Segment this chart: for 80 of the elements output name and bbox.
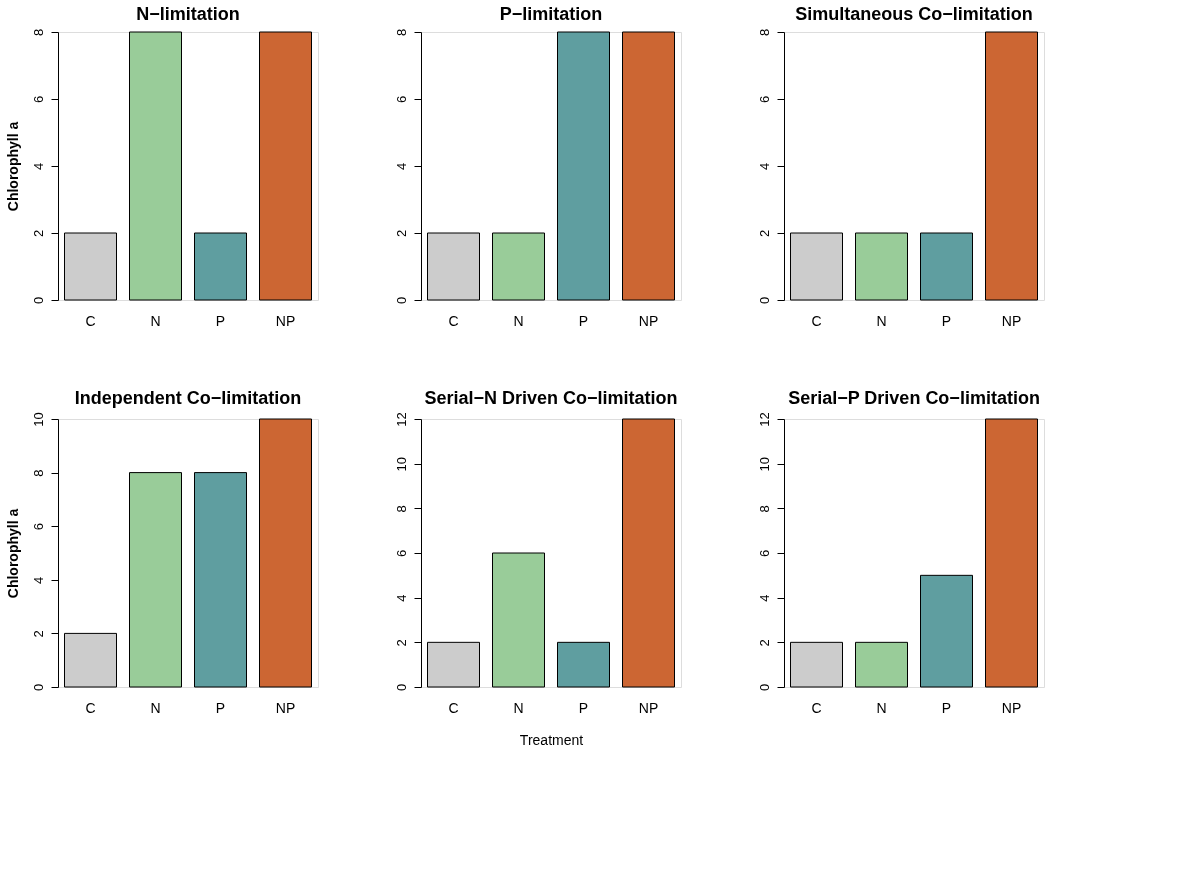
y-tick-label: 2	[30, 630, 46, 638]
bar	[129, 472, 182, 688]
bar	[622, 418, 675, 688]
x-tick-label: NP	[1001, 312, 1022, 329]
y-tick-label: 0	[756, 296, 772, 305]
x-tick-label: N	[150, 699, 161, 716]
x-tick-label: N	[876, 699, 887, 716]
y-tick-label: 8	[30, 469, 46, 477]
bar	[64, 632, 117, 688]
y-tick-label: 0	[30, 296, 46, 305]
y-tick-label: 2	[393, 229, 409, 238]
bar	[259, 418, 312, 688]
y-tick-label: 8	[393, 505, 409, 513]
y-tick-label: 10	[393, 456, 409, 472]
y-tick-label: 6	[30, 95, 46, 104]
y-tick-label: 2	[756, 229, 772, 238]
bar	[427, 641, 480, 688]
x-tick-label: P	[578, 699, 589, 716]
y-tick-label: 2	[393, 639, 409, 647]
y-tick-label: 6	[393, 549, 409, 558]
x-tick-label: N	[513, 699, 524, 716]
chart-title: Simultaneous Co−limitation	[795, 4, 1033, 25]
y-tick-label: 8	[393, 28, 409, 37]
x-tick-label: P	[215, 312, 226, 329]
chart-title: Independent Co−limitation	[74, 387, 302, 408]
y-tick-label: 0	[30, 683, 46, 692]
x-tick-label: C	[85, 312, 96, 329]
y-tick-label: 10	[756, 456, 772, 472]
chart-title: Serial−P Driven Co−limitation	[788, 387, 1040, 408]
y-tick-label: 4	[30, 162, 46, 171]
x-tick-label: C	[811, 699, 822, 716]
x-tick-label: N	[513, 312, 524, 329]
y-axis-title: Chlorophyll a	[4, 121, 21, 212]
x-tick-label: NP	[275, 699, 296, 716]
y-axis-title: Chlorophyll a	[4, 508, 21, 599]
y-tick-label: 0	[393, 296, 409, 305]
bar	[985, 418, 1038, 688]
y-tick-label: 4	[30, 576, 46, 584]
x-tick-label: C	[85, 699, 96, 716]
x-tick-label: C	[448, 312, 459, 329]
x-tick-label: C	[448, 699, 459, 716]
y-tick-label: 12	[756, 412, 772, 427]
chart-title: Serial−N Driven Co−limitation	[424, 387, 678, 408]
x-tick-label: NP	[638, 699, 659, 716]
y-tick-label: 8	[756, 505, 772, 513]
y-tick-label: 0	[756, 683, 772, 692]
y-tick-label: 6	[756, 549, 772, 558]
x-tick-label: C	[811, 312, 822, 329]
y-tick-label: 4	[393, 162, 409, 171]
x-tick-label: P	[941, 312, 952, 329]
x-tick-label: N	[150, 312, 161, 329]
y-tick-label: 2	[756, 639, 772, 647]
bar	[855, 641, 908, 688]
bar	[492, 552, 545, 688]
y-tick-label: 6	[30, 523, 46, 531]
x-tick-label: NP	[638, 312, 659, 329]
y-tick-label: 4	[756, 594, 772, 602]
bar	[790, 641, 843, 688]
y-tick-label: 2	[30, 229, 46, 238]
bar	[557, 641, 610, 688]
chart-title: N−limitation	[136, 4, 240, 25]
y-tick-label: 6	[393, 95, 409, 104]
x-tick-label: NP	[1001, 699, 1022, 716]
x-tick-label: NP	[275, 312, 296, 329]
y-tick-label: 10	[30, 412, 46, 427]
bar	[920, 574, 973, 688]
chart-title: P−limitation	[499, 4, 603, 25]
y-tick-label: 8	[30, 28, 46, 37]
y-tick-label: 4	[756, 162, 772, 171]
y-tick-label: 6	[756, 95, 772, 104]
y-tick-label: 0	[393, 683, 409, 692]
bar	[194, 472, 247, 688]
y-tick-label: 8	[756, 28, 772, 37]
x-tick-label: P	[941, 699, 952, 716]
y-tick-label: 12	[393, 412, 409, 427]
x-tick-label: P	[578, 312, 589, 329]
y-tick-label: 4	[393, 594, 409, 602]
x-tick-label: P	[215, 699, 226, 716]
x-axis-title: Treatment	[519, 731, 584, 748]
x-tick-label: N	[876, 312, 887, 329]
